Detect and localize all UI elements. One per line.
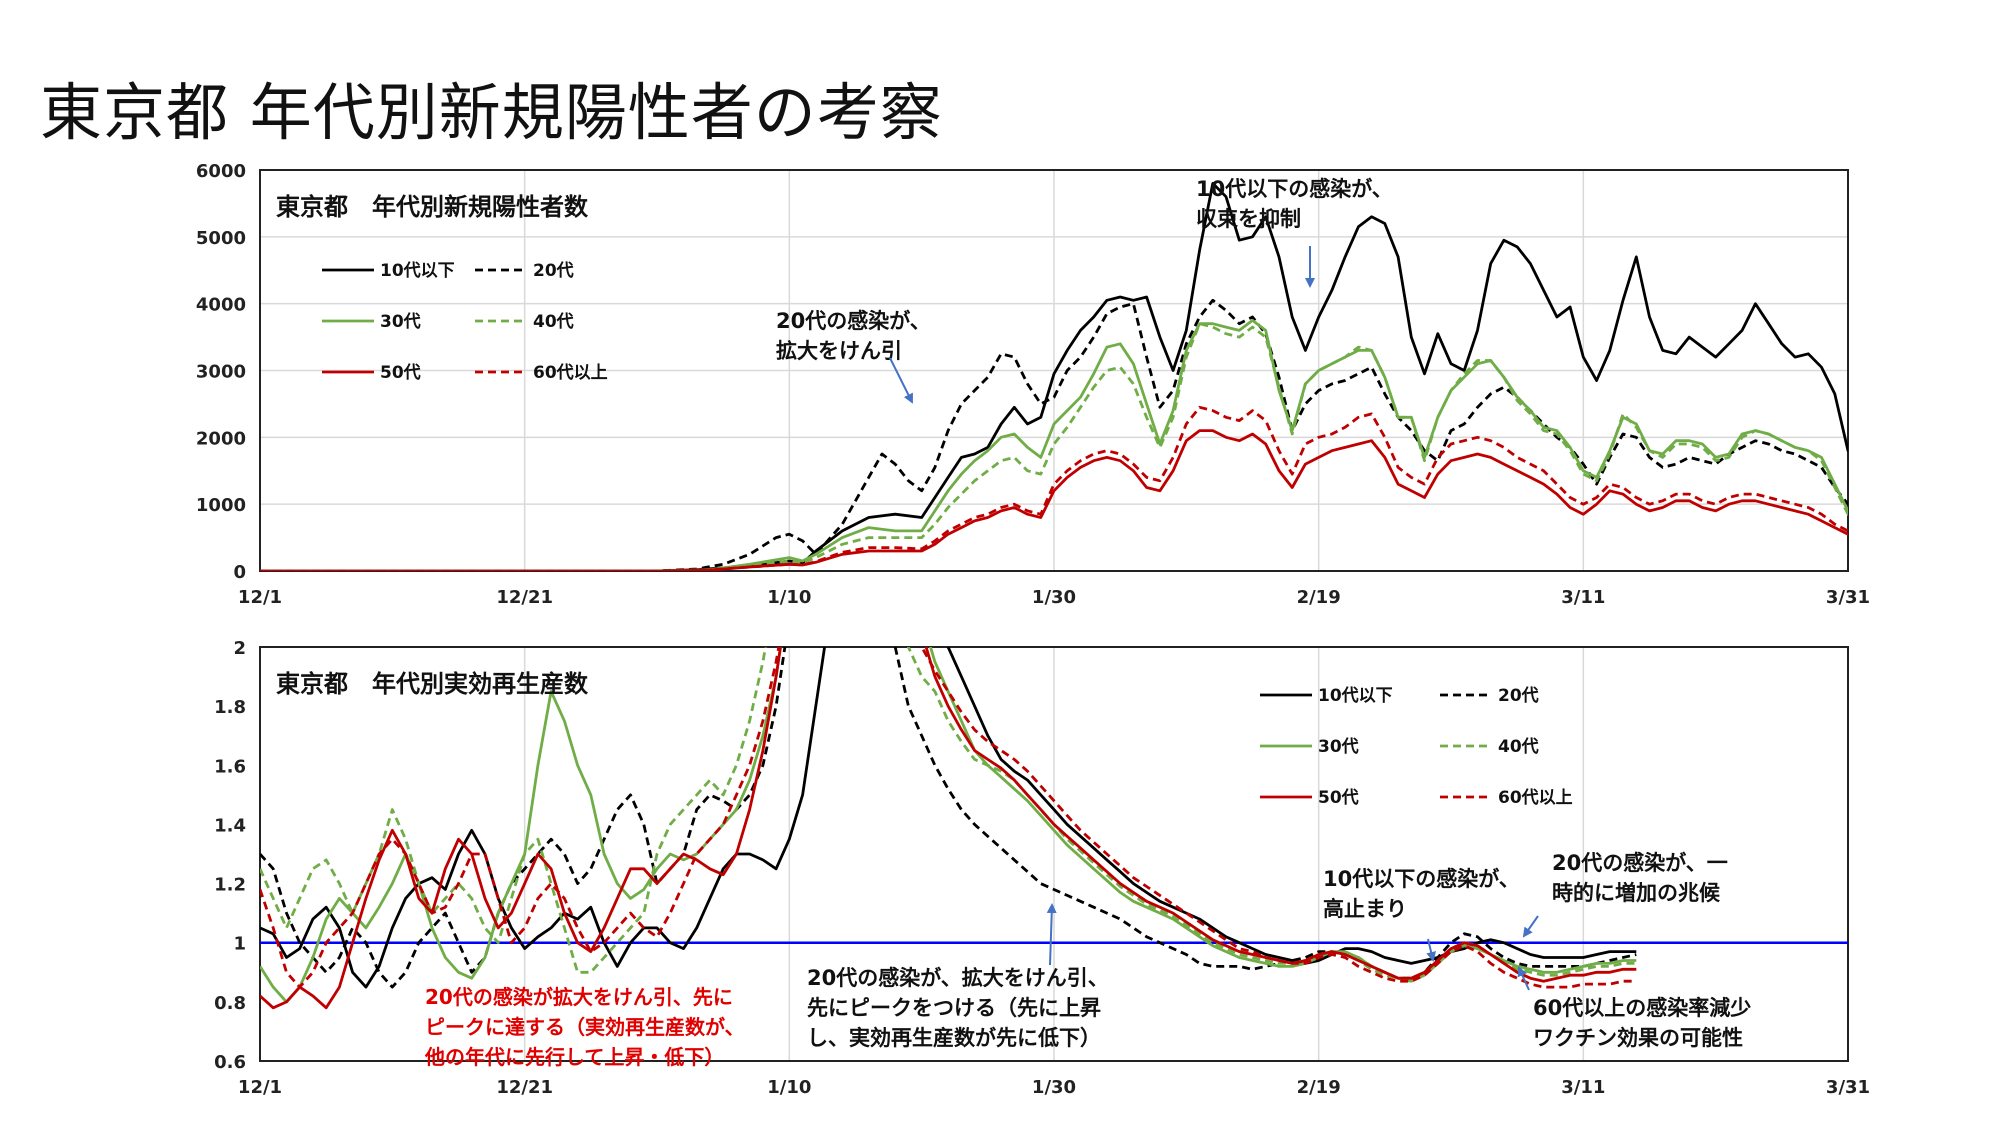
annotation-text: 拡大をけん引 [776, 339, 902, 363]
legend-entry: 50代 [380, 362, 421, 383]
legend-entry: 30代 [1318, 736, 1359, 757]
y-tick-label: 0.6 [214, 1052, 246, 1073]
annotation-text: 20代の感染が、一 [1552, 851, 1728, 875]
series-group [260, 647, 1637, 1010]
series-line-10代以下 [260, 181, 1848, 571]
legend-entry: 40代 [533, 311, 574, 332]
x-tick-label: 3/31 [1826, 587, 1870, 608]
series-line-20代 [260, 647, 1637, 989]
annotation-text: 20代の感染が、 [776, 309, 931, 333]
annotation-text: 時的に増加の兆候 [1552, 881, 1721, 905]
series-line-30代 [260, 318, 1848, 571]
annotation-text: ワクチン効果の可能性 [1533, 1026, 1743, 1050]
annotation-text: 収束を抑制 [1196, 207, 1301, 231]
x-tick-label: 1/30 [1032, 587, 1076, 608]
annotation-text: 10代以下の感染が、 [1196, 177, 1393, 201]
x-tick-label: 1/10 [767, 1077, 811, 1098]
annotation-arrow [889, 357, 913, 404]
y-tick-label: 1.8 [214, 697, 246, 718]
x-tick-label: 3/31 [1826, 1077, 1870, 1098]
legend-entry: 50代 [1318, 787, 1359, 808]
series-line-20代 [260, 298, 1848, 571]
x-tick-label: 12/21 [496, 587, 553, 608]
legend-entry: 10代以下 [1318, 685, 1393, 706]
legend-entry: 10代以下 [380, 260, 455, 281]
annotation-text: ピークに達する（実効再生産数が、 [425, 1015, 745, 1039]
legend-entry: 20代 [1498, 685, 1539, 706]
chart-1: 12/1 12/21 1/10 1/30 2/19 3/11 3/31 0 1000 2000 30… [196, 161, 1870, 608]
annotation-text: 20代の感染が拡大をけん引、先に [425, 985, 733, 1009]
annotation-text: 20代の感染が、拡大をけん引、 [807, 966, 1109, 990]
chart-title: 東京都 年代別実効再生産数 [276, 670, 589, 698]
x-tick-label: 1/30 [1032, 1077, 1076, 1098]
annotation-text: し、実効再生産数が先に低下） [807, 1026, 1101, 1050]
y-tick-label: 1 [233, 934, 246, 955]
series-line-10代以下 [260, 647, 1637, 989]
y-tick-label: 1.6 [214, 756, 246, 777]
annotation-text: 60代以上の感染率減少 [1533, 996, 1751, 1020]
series-line-50代 [260, 429, 1848, 571]
series-line-40代 [260, 322, 1848, 571]
annotation-arrow [1046, 903, 1057, 966]
y-tick-label: 0.8 [214, 993, 246, 1014]
y-tick-label: 2 [233, 638, 246, 659]
y-tick-label: 2000 [196, 428, 246, 449]
page-title: 東京都 年代別新規陽性者の考察 [40, 76, 943, 149]
x-tick-label: 12/1 [238, 587, 282, 608]
y-tick-label: 5000 [196, 228, 246, 249]
x-tick-label: 3/11 [1561, 1077, 1605, 1098]
annotation-text: 10代以下の感染が、 [1323, 867, 1520, 891]
legend-entry: 40代 [1498, 736, 1539, 757]
chart-title: 東京都 年代別新規陽性者数 [276, 193, 589, 221]
y-tick-label: 1.4 [214, 815, 246, 836]
legend-entry: 30代 [380, 311, 421, 332]
annotation-arrow [1522, 915, 1539, 938]
y-tick-label: 1000 [196, 495, 246, 516]
series-line-30代 [260, 647, 1637, 1004]
legend-entry: 60代以上 [1498, 787, 1573, 808]
y-tick-label: 6000 [196, 161, 246, 182]
plot-frame [259, 169, 1849, 572]
annotation-arrow [1426, 938, 1437, 962]
y-tick-label: 1.2 [214, 875, 246, 896]
series-line-60代以上 [260, 405, 1848, 571]
annotation-text: 高止まり [1323, 897, 1407, 921]
series-line-40代 [260, 647, 1637, 980]
x-tick-label: 1/10 [767, 587, 811, 608]
legend-entry: 60代以上 [533, 362, 608, 383]
x-tick-label: 12/1 [238, 1077, 282, 1098]
series-line-50代 [260, 647, 1637, 1010]
annotation-text: 他の年代に先行して上昇・低下） [424, 1045, 724, 1069]
legend-entry: 20代 [533, 260, 574, 281]
x-tick-label: 3/11 [1561, 587, 1605, 608]
series-line-60代以上 [260, 647, 1637, 989]
series-group [260, 181, 1848, 571]
x-tick-label: 2/19 [1297, 587, 1341, 608]
x-tick-label: 2/19 [1297, 1077, 1341, 1098]
x-tick-label: 12/21 [496, 1077, 553, 1098]
y-tick-label: 4000 [196, 295, 246, 316]
annotation-text: 先にピークをつける（先に上昇 [807, 996, 1101, 1020]
y-tick-label: 0 [233, 562, 246, 583]
y-tick-label: 3000 [196, 362, 246, 383]
chart-2: 12/1 12/21 1/10 1/30 2/19 3/11 3/31 0.6 0.8 1 1.2 1… [214, 638, 1870, 1098]
annotation-arrow [1517, 966, 1530, 991]
